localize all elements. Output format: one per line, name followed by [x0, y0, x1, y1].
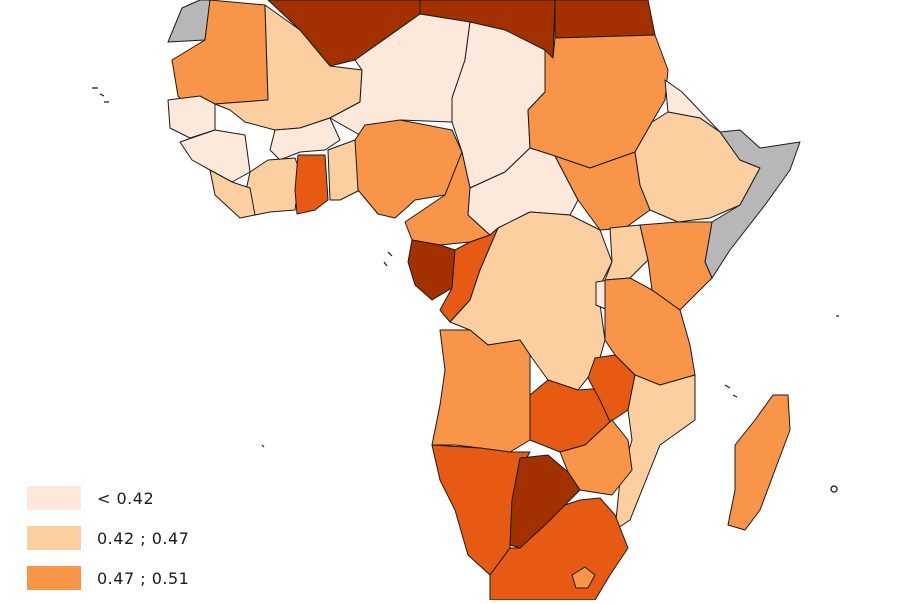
legend-label: 0.47 ; 0.51 [97, 568, 190, 588]
region-egypt [554, 0, 656, 39]
region-niger [329, 13, 471, 139]
legend-label: < 0.42 [97, 488, 155, 508]
region-western-sahara [167, 0, 211, 43]
region-ghana [294, 154, 329, 215]
legend-item: < 0.42 [27, 484, 189, 512]
region-eq-guinea-gabon [407, 239, 456, 301]
region-mozambique [614, 374, 696, 531]
region-senegal [167, 95, 216, 139]
region-lesotho [571, 566, 596, 589]
region-madagascar [727, 394, 791, 531]
legend-swatch [27, 486, 81, 510]
region-somalia [704, 129, 801, 279]
legend-label: 0.42 ; 0.47 [97, 528, 190, 548]
island-canary [92, 87, 109, 103]
region-kenya [639, 221, 713, 311]
legend-item: 0.42 ; 0.47 [27, 524, 189, 552]
legend-swatch [27, 566, 81, 590]
island-bioko [383, 251, 393, 267]
island-comoros [724, 384, 738, 398]
region-liberia [209, 169, 256, 219]
region-burkina [269, 117, 341, 161]
map-legend: < 0.42 0.42 ; 0.47 0.47 ; 0.51 [27, 484, 189, 604]
region-malawi [587, 354, 636, 423]
region-guinea [179, 129, 251, 183]
region-togo-benin [327, 139, 361, 201]
legend-item: 0.47 ; 0.51 [27, 564, 189, 592]
island-st-helena [261, 444, 265, 448]
island-mauritius [830, 485, 838, 493]
legend-swatch [27, 526, 81, 550]
